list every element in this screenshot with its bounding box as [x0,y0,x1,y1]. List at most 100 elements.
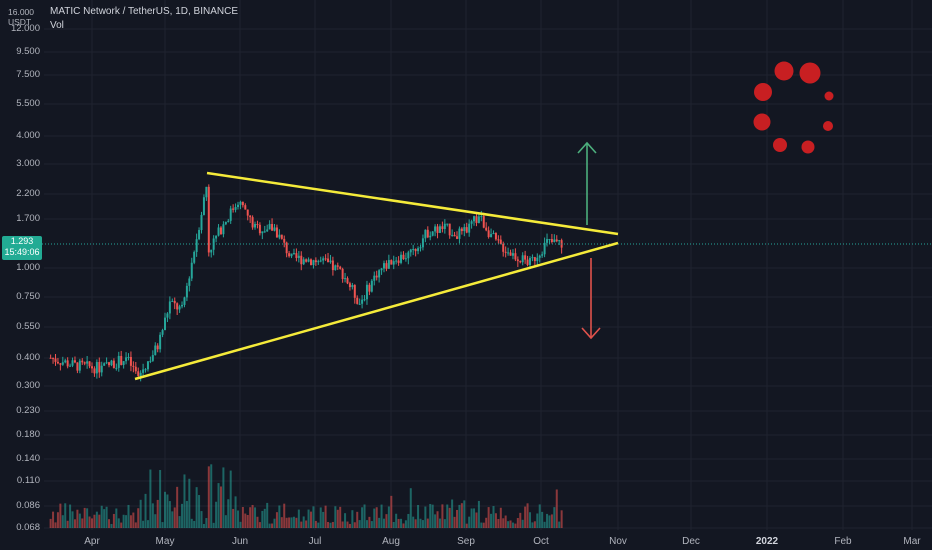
volume-bar [120,522,123,528]
volume-bar [392,521,395,528]
volume-bar [492,506,495,528]
volume-bar [375,507,378,528]
candle-body [64,360,67,363]
volume-bar [358,520,361,528]
candle-body [254,224,257,228]
volume-bar [351,510,354,528]
volume-bar [541,511,544,528]
volume-bar [370,521,373,528]
candle-body [436,226,439,233]
volume-bar [283,503,286,528]
volume-bar [419,518,422,528]
volume-bar [348,523,351,528]
unit-top: 16.000 [8,7,34,17]
candle-body [117,355,120,368]
candle-body [76,362,79,371]
candle-body [317,261,320,263]
volume-bar [509,520,512,528]
volume-bar [222,467,225,528]
volume-bar [497,519,500,528]
candle-body [361,299,364,304]
volume-bar [443,519,446,528]
candle-body [88,361,91,367]
volume-bar [237,510,239,528]
candle-body [100,365,103,373]
volume-bar [127,504,130,528]
volume-bar [322,511,325,528]
volume-bar [436,511,439,528]
symbol-header[interactable]: MATIC Network / TetherUS, 1D, BINANCE [50,6,239,17]
volume-bar [451,499,454,528]
volume-bar [421,520,424,528]
volume-bar [219,486,222,528]
volume-bar [93,514,96,528]
candle-body [139,372,142,377]
volume-bar [302,516,305,528]
volume-bar [305,520,308,528]
candle-body [142,369,145,373]
volume-bar [514,523,517,528]
y-tick-label: 0.400 [16,352,40,363]
x-tick-label: 2022 [755,536,779,547]
candle-body [151,355,154,361]
candle-body [378,270,381,278]
volume-label[interactable]: Vol [50,20,64,31]
candle-body [229,208,232,221]
candle-body [480,216,483,218]
volume-bar [473,508,476,528]
volume-bar [171,511,174,528]
volume-bar [193,520,196,528]
candle-body [295,253,298,258]
candle-body [288,253,291,257]
candle-body [283,238,286,243]
volume-bar [188,478,191,528]
candle-body [132,365,135,367]
candle-body [536,257,539,262]
candle-body [400,254,403,263]
candle-body [402,254,405,260]
volume-bar [373,508,376,528]
volume-bar [69,504,72,528]
candle-body [526,259,529,265]
candles [49,184,563,382]
candle-body [171,300,174,302]
volume-bar [387,506,390,528]
candle-body [166,313,169,318]
volume-bar [59,503,62,528]
x-tick-label: Apr [84,536,100,547]
volume-bar [390,495,393,528]
loading-spinner-icon [753,61,834,154]
candle-body [324,258,327,260]
candle-body [249,215,252,218]
candle-body [414,248,417,252]
volume-bar [263,508,266,528]
volume-bar [232,508,235,528]
volume-bar [446,504,449,528]
volume-bar [314,520,317,528]
volume-bar [412,516,415,528]
candle-body [312,260,315,265]
candle-body [485,227,488,231]
volume-bar [529,512,531,528]
volume-bar [297,509,300,528]
volume-bar [533,521,536,528]
volume-bar [465,523,468,528]
volume-bar [210,464,213,528]
candle-body [256,224,259,226]
volume-bar [212,522,215,528]
volume-bar [146,520,149,528]
candle-body [446,223,449,225]
candle-body [434,226,437,232]
volume-bar [215,501,218,528]
volume-bar [137,508,140,528]
volume-bar [336,509,339,528]
candle-body [409,249,412,253]
candle-body [217,227,220,236]
volume-bar [164,491,166,528]
candle-body [183,297,186,305]
candle-body [98,362,101,373]
volume-bar [317,522,320,528]
volume-bar [125,515,128,528]
candle-body [368,284,371,292]
